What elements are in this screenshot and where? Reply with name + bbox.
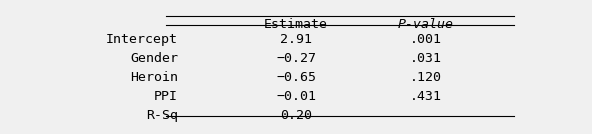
Text: Estimate: Estimate (264, 18, 328, 31)
Text: P-value: P-value (398, 18, 453, 31)
Text: .001: .001 (410, 33, 442, 46)
Text: Intercept: Intercept (106, 33, 178, 46)
Text: PPI: PPI (154, 90, 178, 103)
Text: Gender: Gender (130, 52, 178, 65)
Text: −0.01: −0.01 (276, 90, 316, 103)
Text: 0.20: 0.20 (280, 109, 312, 122)
Text: −0.27: −0.27 (276, 52, 316, 65)
Text: .120: .120 (410, 71, 442, 84)
Text: 2.91: 2.91 (280, 33, 312, 46)
Text: −0.65: −0.65 (276, 71, 316, 84)
Text: R-Sq: R-Sq (146, 109, 178, 122)
Text: .031: .031 (410, 52, 442, 65)
Text: Heroin: Heroin (130, 71, 178, 84)
Text: .431: .431 (410, 90, 442, 103)
